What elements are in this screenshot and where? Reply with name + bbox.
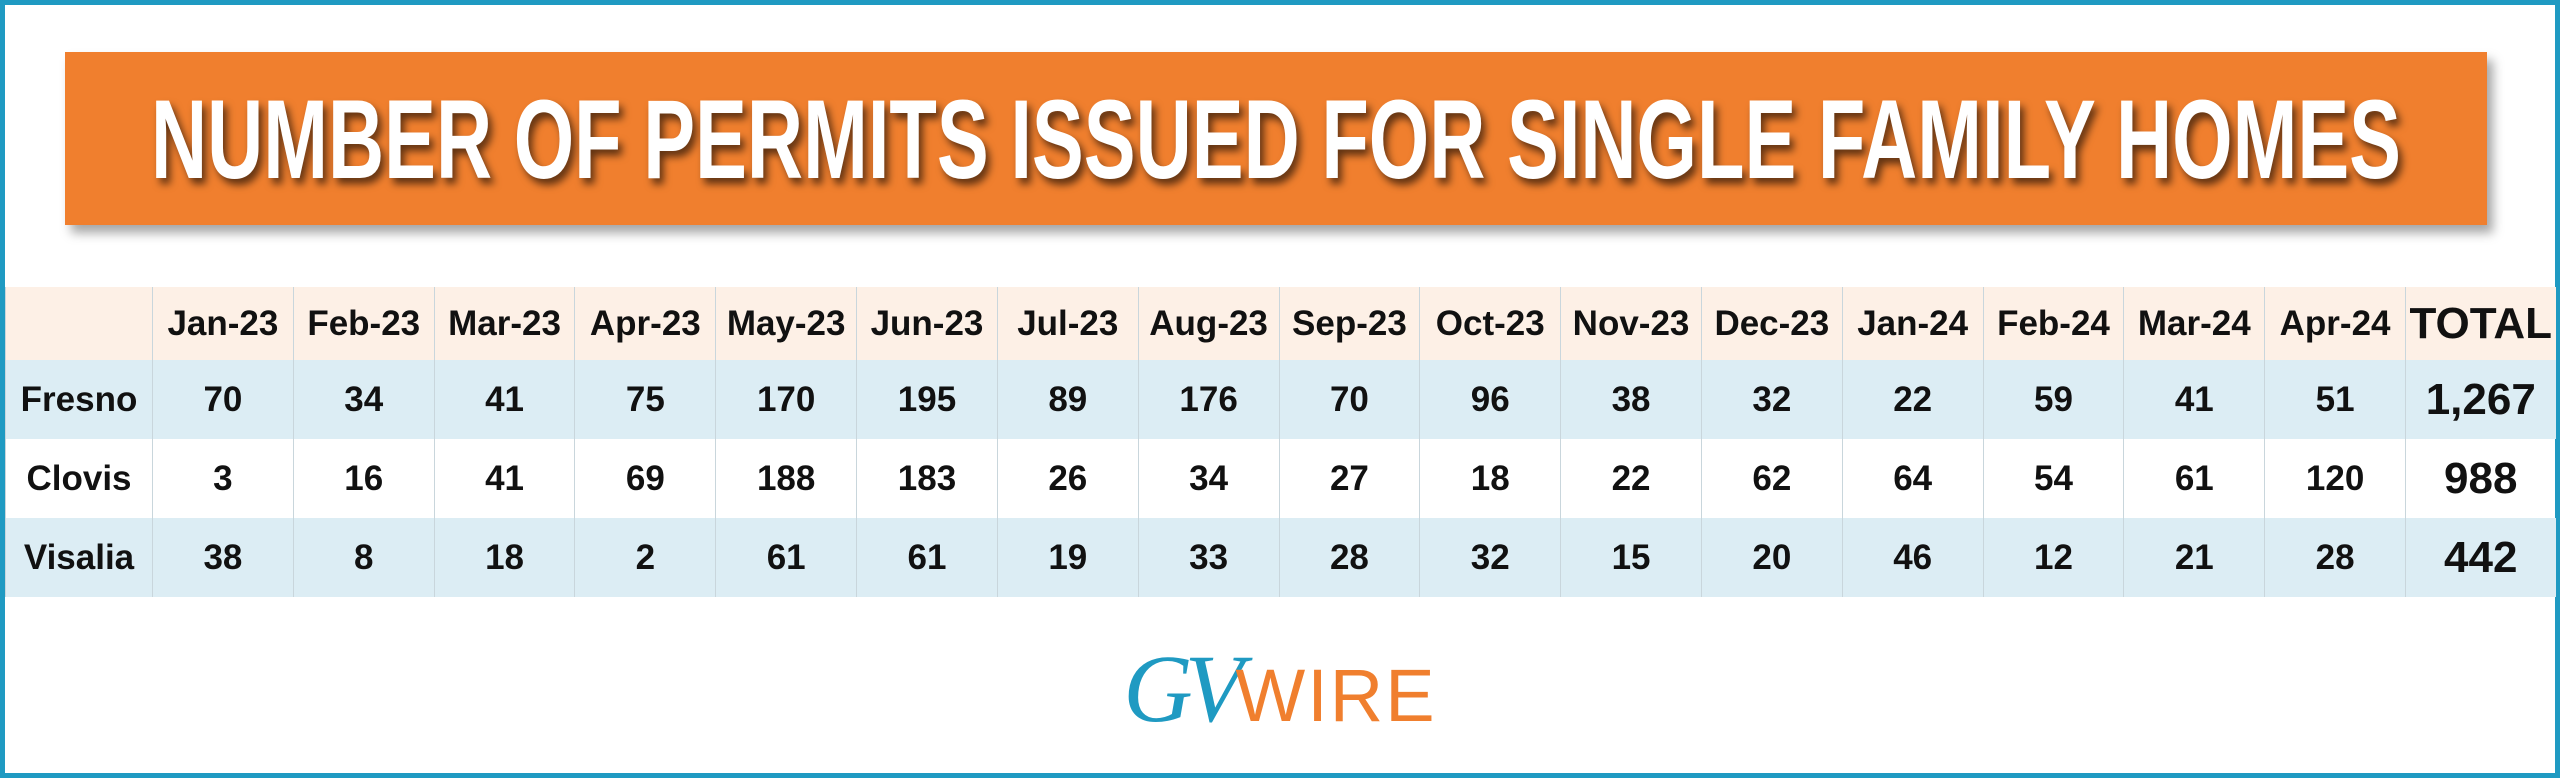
cell: 38 — [152, 518, 294, 597]
total-cell: 1,267 — [2405, 360, 2556, 439]
row-label: Fresno — [5, 360, 153, 439]
column-header: Feb-23 — [292, 287, 435, 360]
cell: 89 — [996, 360, 1139, 439]
cell: 22 — [1841, 360, 1984, 439]
column-header: Dec-23 — [1700, 287, 1843, 360]
title: NUMBER OF PERMITS ISSUED FOR SINGLE FAMI… — [151, 77, 2401, 202]
cell: 61 — [2123, 439, 2265, 518]
cell: 18 — [1419, 439, 1561, 518]
title-banner: NUMBER OF PERMITS ISSUED FOR SINGLE FAMI… — [65, 52, 2487, 225]
column-header: Oct-23 — [1419, 287, 1561, 360]
cell: 70 — [1278, 360, 1420, 439]
cell: 61 — [856, 518, 998, 597]
column-header: Jun-23 — [856, 287, 998, 360]
cell: 183 — [856, 439, 998, 518]
cell: 18 — [433, 518, 575, 597]
column-header: Jan-24 — [1841, 287, 1984, 360]
column-header: TOTAL — [2405, 287, 2556, 360]
column-header: Aug-23 — [1137, 287, 1279, 360]
cell: 26 — [996, 439, 1139, 518]
permits-table: Jan-23 Feb-23 Mar-23 Apr-23 May-23 Jun-23 Jul-… — [5, 287, 2556, 597]
column-header: Jul-23 — [996, 287, 1139, 360]
cell: 27 — [1278, 439, 1420, 518]
column-header: Feb-24 — [1982, 287, 2124, 360]
cell: 28 — [2264, 518, 2406, 597]
corner-cell — [5, 287, 153, 360]
cell: 34 — [292, 360, 435, 439]
column-header: Nov-23 — [1560, 287, 1702, 360]
row-label: Clovis — [5, 439, 153, 518]
cell: 70 — [152, 360, 294, 439]
cell: 62 — [1700, 439, 1843, 518]
cell: 41 — [2123, 360, 2265, 439]
cell: 41 — [433, 360, 575, 439]
cell: 2 — [574, 518, 716, 597]
cell: 8 — [292, 518, 435, 597]
total-cell: 442 — [2405, 518, 2556, 597]
cell: 195 — [856, 360, 998, 439]
column-header: Sep-23 — [1278, 287, 1420, 360]
cell: 75 — [574, 360, 716, 439]
cell: 34 — [1137, 439, 1279, 518]
column-header: Mar-24 — [2123, 287, 2265, 360]
cell: 15 — [1560, 518, 1702, 597]
total-cell: 988 — [2405, 439, 2556, 518]
cell: 19 — [996, 518, 1139, 597]
cell: 22 — [1560, 439, 1702, 518]
cell: 41 — [433, 439, 575, 518]
logo: GVWIRE — [5, 633, 2555, 744]
column-header: Jan-23 — [152, 287, 294, 360]
cell: 51 — [2264, 360, 2406, 439]
cell: 33 — [1137, 518, 1279, 597]
column-header: May-23 — [715, 287, 857, 360]
column-header: Apr-24 — [2264, 287, 2406, 360]
cell: 69 — [574, 439, 716, 518]
header-row: Jan-23 Feb-23 Mar-23 Apr-23 May-23 Jun-23 Jul-… — [5, 287, 2556, 360]
data-row: Clovis 3 16 41 69 188 183 26 34 27 18 22 62 64 54 61 120… — [5, 439, 2556, 518]
title-svg: NUMBER OF PERMITS ISSUED FOR SINGLE FAMI… — [151, 77, 2401, 202]
cell: 96 — [1419, 360, 1561, 439]
cell: 188 — [715, 439, 857, 518]
data-row: Fresno 70 34 41 75 170 195 89 176 70 96 38 32 22 59 41 5… — [5, 360, 2556, 439]
cell: 32 — [1419, 518, 1561, 597]
cell: 54 — [1982, 439, 2124, 518]
cell: 64 — [1841, 439, 1984, 518]
cell: 176 — [1137, 360, 1279, 439]
cell: 12 — [1982, 518, 2124, 597]
cell: 38 — [1560, 360, 1702, 439]
cell: 3 — [152, 439, 294, 518]
logo-mark: GV — [1123, 635, 1243, 742]
row-label: Visalia — [5, 518, 153, 597]
cell: 59 — [1982, 360, 2124, 439]
cell: 20 — [1700, 518, 1843, 597]
data-row: Visalia 38 8 18 2 61 61 19 33 28 32 15 20 46 12 21 28 442 — [5, 518, 2556, 597]
column-header: Mar-23 — [433, 287, 575, 360]
cell: 46 — [1841, 518, 1984, 597]
cell: 28 — [1278, 518, 1420, 597]
cell: 32 — [1700, 360, 1843, 439]
column-header: Apr-23 — [574, 287, 716, 360]
cell: 120 — [2264, 439, 2406, 518]
cell: 21 — [2123, 518, 2265, 597]
cell: 170 — [715, 360, 857, 439]
cell: 61 — [715, 518, 857, 597]
logo-word: WIRE — [1235, 654, 1437, 737]
cell: 16 — [292, 439, 435, 518]
